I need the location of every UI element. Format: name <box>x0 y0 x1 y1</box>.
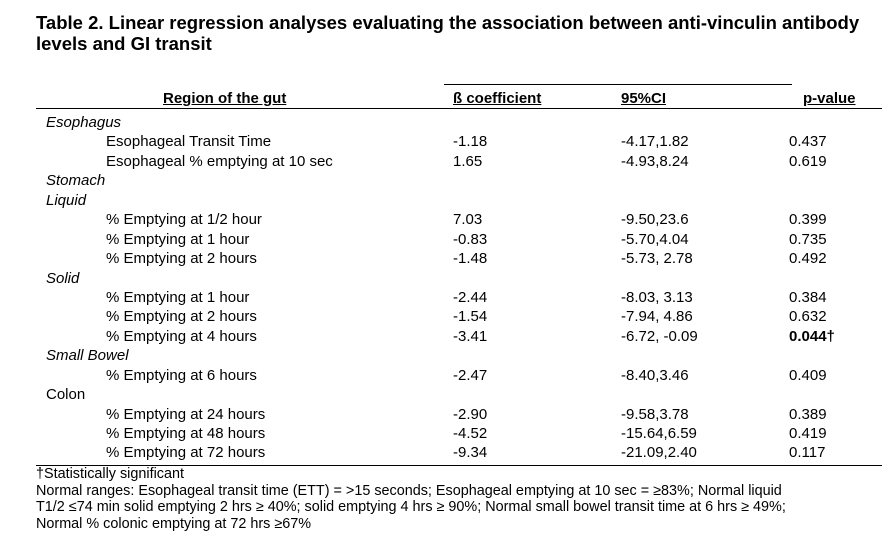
ci-cell: -9.58,3.78 <box>621 405 689 423</box>
ci-cell: -9.50,23.6 <box>621 211 689 229</box>
p-value-cell: 0.437 <box>789 133 827 151</box>
section-label: Colon <box>46 386 86 404</box>
header-region: Region of the gut <box>163 90 287 107</box>
ci-cell: -7.94, 4.86 <box>621 308 693 326</box>
header-coefficient: ß coefficient <box>453 90 542 107</box>
coefficient-cell: -2.47 <box>453 366 488 384</box>
ci-cell: -8.03, 3.13 <box>621 288 693 306</box>
section-label: Esophagus <box>46 114 122 131</box>
row-label: % Emptying at 48 hours <box>106 425 266 443</box>
row-label: % Emptying at 4 hours <box>106 327 257 345</box>
row-label: % Emptying at 24 hours <box>106 405 266 423</box>
table-row: % Emptying at 4 hours -3.41 -6.72, -0.09 0.… <box>0 327 896 346</box>
ci-cell: -15.64,6.59 <box>621 425 697 443</box>
row-label: % Emptying at 2 hours <box>106 250 257 268</box>
coefficient-cell: -1.18 <box>453 133 488 151</box>
section-label: Liquid <box>46 191 87 209</box>
normal-ranges-line-1: Normal ranges: Esophageal transit time (… <box>36 482 782 499</box>
coefficient-cell: -1.54 <box>453 308 488 326</box>
ci-cell: -5.73, 2.78 <box>621 250 693 268</box>
row-label: Esophageal Transit Time <box>106 133 272 151</box>
section-label: Small Bowel <box>46 347 129 365</box>
coefficient-cell: 7.03 <box>453 211 483 229</box>
table-row: % Emptying at 6 hours -2.47 -8.40,3.46 0.40… <box>0 366 896 385</box>
table-row: % Emptying at 1/2 hour 7.03 -9.50,23.6 0.39… <box>0 210 896 229</box>
p-value-cell: 0.384 <box>789 288 827 306</box>
row-label: % Emptying at 1 hour <box>106 288 250 306</box>
table-row: % Emptying at 1 hour -0.83 -5.70,4.04 0.735 <box>0 230 896 249</box>
section-row: Esophagus <box>0 113 896 132</box>
section-row: Small Bowel <box>0 346 896 365</box>
row-label: % Emptying at 6 hours <box>106 366 257 384</box>
p-value-cell: 0.409 <box>789 366 827 384</box>
table-row: % Emptying at 24 hours -2.90 -9.58,3.78 0.3… <box>0 405 896 424</box>
section-row: Liquid <box>0 191 896 210</box>
coefficient-cell: -2.90 <box>453 405 488 423</box>
section-row: Colon <box>0 385 896 404</box>
bottom-rule <box>36 465 882 466</box>
ci-cell: -6.72, -0.09 <box>621 327 698 345</box>
table-row: Esophageal Transit Time -1.18 -4.17,1.82 0.… <box>0 132 896 151</box>
top-rule <box>444 84 792 85</box>
coefficient-cell: -0.83 <box>453 230 488 248</box>
row-label: % Emptying at 1/2 hour <box>106 211 262 229</box>
footnotes: †Statistically significant Normal ranges… <box>36 466 886 532</box>
p-value-cell: 0.399 <box>789 211 827 229</box>
ci-cell: -8.40,3.46 <box>621 366 689 384</box>
ci-cell: -5.70,4.04 <box>621 230 689 248</box>
section-label: Stomach <box>46 172 106 190</box>
coefficient-cell: -9.34 <box>453 444 488 462</box>
coefficient-cell: -1.48 <box>453 250 488 268</box>
header-p-value: p-value <box>803 90 856 107</box>
row-label: Esophageal % emptying at 10 sec <box>106 152 333 170</box>
normal-ranges-line-3: Normal % colonic emptying at 72 hrs ≥67% <box>36 515 312 532</box>
normal-ranges-line-2: T1/2 ≤74 min solid emptying 2 hrs ≥ 40%;… <box>36 499 786 515</box>
significance-note: †Statistically significant <box>36 466 184 482</box>
section-label: Solid <box>46 269 80 287</box>
header-rule <box>36 108 882 109</box>
table-title: Table 2. Linear regression analyses eval… <box>36 12 860 54</box>
row-label: % Emptying at 2 hours <box>106 308 257 326</box>
header-ci: 95%CI <box>621 90 667 107</box>
coefficient-cell: 1.65 <box>453 152 483 170</box>
p-value-cell: 0.117 <box>789 444 826 462</box>
p-value-cell: 0.419 <box>789 425 827 443</box>
table-row: % Emptying at 2 hours -1.54 -7.94, 4.86 0.6… <box>0 307 896 326</box>
section-row: Stomach <box>0 171 896 190</box>
table-row: % Emptying at 48 hours -4.52 -15.64,6.59 0.… <box>0 424 896 443</box>
coefficient-cell: -3.41 <box>453 327 488 345</box>
p-value-cell: 0.632 <box>789 308 827 326</box>
ci-cell: -4.93,8.24 <box>621 152 689 170</box>
coefficient-cell: -4.52 <box>453 425 488 443</box>
p-value-cell: 0.389 <box>789 405 827 423</box>
ci-cell: -4.17,1.82 <box>621 133 689 151</box>
section-row: Solid <box>0 269 896 288</box>
row-label: % Emptying at 72 hours <box>106 444 266 462</box>
ci-cell: -21.09,2.40 <box>621 444 697 462</box>
p-value-cell: 0.619 <box>789 152 827 170</box>
row-label: % Emptying at 1 hour <box>106 230 250 248</box>
p-value-cell: 0.492 <box>789 250 827 268</box>
coefficient-cell: -2.44 <box>453 288 488 306</box>
p-value-cell: 0.735 <box>789 230 827 248</box>
table-row: % Emptying at 2 hours -1.48 -5.73, 2.78 0.4… <box>0 249 896 268</box>
table-row: % Emptying at 72 hours -9.34 -21.09,2.40 0.… <box>0 443 896 462</box>
p-value-cell: 0.044† <box>789 327 835 345</box>
table-row: % Emptying at 1 hour -2.44 -8.03, 3.13 0.38… <box>0 288 896 307</box>
table-row: Esophageal % emptying at 10 sec 1.65 -4.93… <box>0 152 896 171</box>
